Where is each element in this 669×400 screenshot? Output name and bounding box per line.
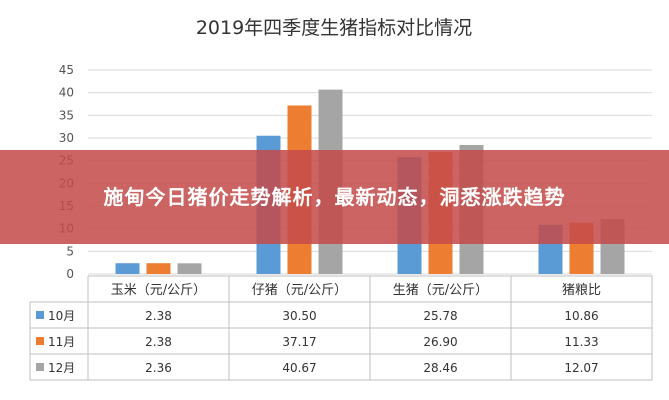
y-tick-label: 40 xyxy=(59,86,74,100)
x-tick-label: 猪粮比 xyxy=(562,283,601,298)
legend-swatch xyxy=(36,363,44,371)
data-label: 10.86 xyxy=(564,309,598,323)
legend-label: 10月 xyxy=(48,309,75,323)
data-label: 37.17 xyxy=(282,335,316,349)
data-label: 11.33 xyxy=(564,335,598,349)
x-tick-label: 生猪（元/公斤） xyxy=(393,283,488,298)
y-tick-label: 45 xyxy=(59,63,74,77)
headline-banner: 施甸今日猪价走势解析，最新动态，洞悉涨跌趋势 xyxy=(0,150,669,244)
y-tick-label: 30 xyxy=(59,131,74,145)
legend-swatch xyxy=(36,311,44,319)
legend-label: 11月 xyxy=(48,335,75,349)
y-tick-label: 0 xyxy=(66,267,74,281)
data-table: 玉米（元/公斤） 仔猪（元/公斤） 生猪（元/公斤） 猪粮比 10月 2.38 30.50 2… xyxy=(29,275,653,381)
bar xyxy=(146,263,171,274)
legend-swatch xyxy=(36,337,44,345)
data-label: 2.38 xyxy=(145,309,172,323)
y-tick-label: 5 xyxy=(66,244,74,258)
data-label: 2.36 xyxy=(145,361,172,375)
data-label: 25.78 xyxy=(423,309,457,323)
bar xyxy=(115,263,140,274)
y-tick-label: 35 xyxy=(59,108,74,122)
data-label: 30.50 xyxy=(282,309,316,323)
x-tick-label: 玉米（元/公斤） xyxy=(111,283,206,298)
legend-label: 12月 xyxy=(48,361,75,375)
chart-title: 2019年四季度生猪指标对比情况 xyxy=(196,17,472,39)
data-label: 28.46 xyxy=(423,361,457,375)
x-tick-label: 仔猪（元/公斤） xyxy=(252,283,347,298)
headline-text: 施甸今日猪价走势解析，最新动态，洞悉涨跌趋势 xyxy=(103,185,566,209)
bar xyxy=(177,263,202,274)
data-label: 2.38 xyxy=(145,335,172,349)
data-label: 40.67 xyxy=(282,361,316,375)
data-label: 12.07 xyxy=(564,361,598,375)
data-label: 26.90 xyxy=(423,335,457,349)
